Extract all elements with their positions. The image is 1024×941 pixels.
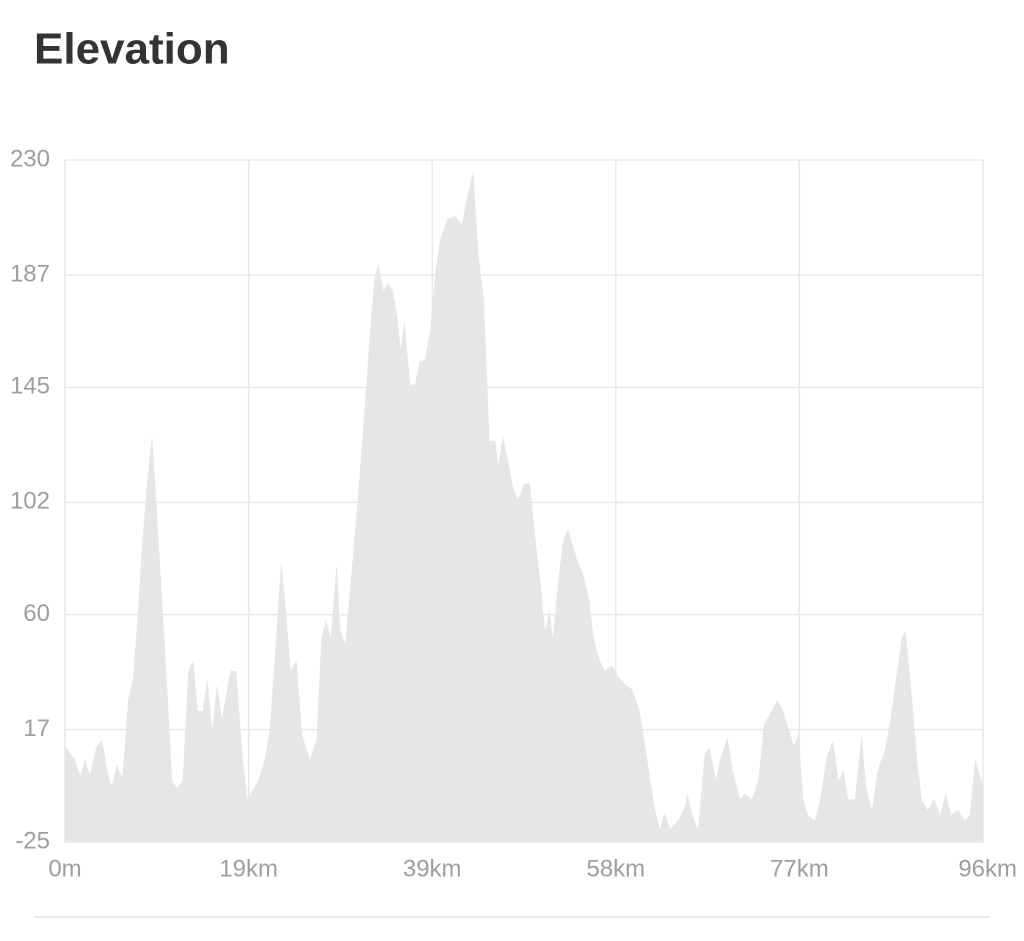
x-tick-label: 19km bbox=[219, 855, 278, 882]
y-tick-label: 187 bbox=[10, 260, 50, 287]
y-tick-label: 102 bbox=[10, 488, 50, 515]
x-tick-label: 58km bbox=[586, 855, 645, 882]
x-tick-label: 39km bbox=[403, 855, 462, 882]
y-tick-label: -25 bbox=[15, 827, 50, 854]
x-tick-label: 77km bbox=[770, 855, 829, 882]
elevation-area bbox=[65, 170, 983, 842]
y-tick-label: 145 bbox=[10, 373, 50, 400]
x-tick-label: 96km bbox=[958, 855, 1017, 882]
chart-title: Elevation bbox=[34, 25, 230, 74]
y-tick-label: 17 bbox=[23, 715, 50, 742]
y-tick-label: 230 bbox=[10, 145, 50, 172]
x-tick-label: 0m bbox=[48, 855, 81, 882]
y-tick-label: 60 bbox=[23, 600, 50, 627]
